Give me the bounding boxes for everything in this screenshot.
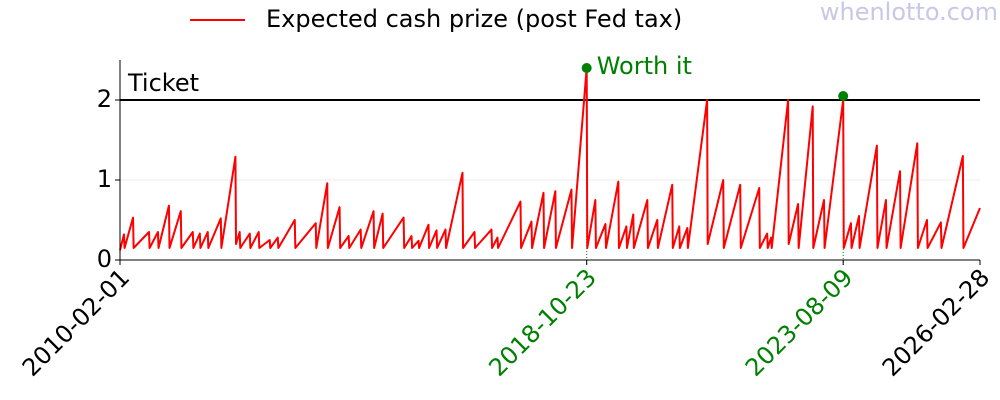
x-tick-label: 2018-10-23 bbox=[483, 263, 601, 381]
ticket-label: Ticket bbox=[127, 69, 199, 97]
highlight-label: Worth it bbox=[597, 52, 692, 80]
legend-label: Expected cash prize (post Fed tax) bbox=[266, 5, 682, 33]
y-tick-label: 1 bbox=[97, 165, 112, 193]
x-tick-label: 2026-02-28 bbox=[877, 263, 995, 381]
highlight-point bbox=[838, 91, 849, 101]
highlight-point bbox=[581, 63, 592, 73]
series-line bbox=[119, 67, 981, 251]
y-tick-label: 2 bbox=[97, 85, 112, 113]
x-tick-label: 2010-02-01 bbox=[17, 263, 135, 381]
y-tick-label: 0 bbox=[97, 245, 112, 273]
x-tick-label: 2023-08-09 bbox=[740, 263, 858, 381]
watermark: whenlotto.com bbox=[820, 0, 998, 26]
